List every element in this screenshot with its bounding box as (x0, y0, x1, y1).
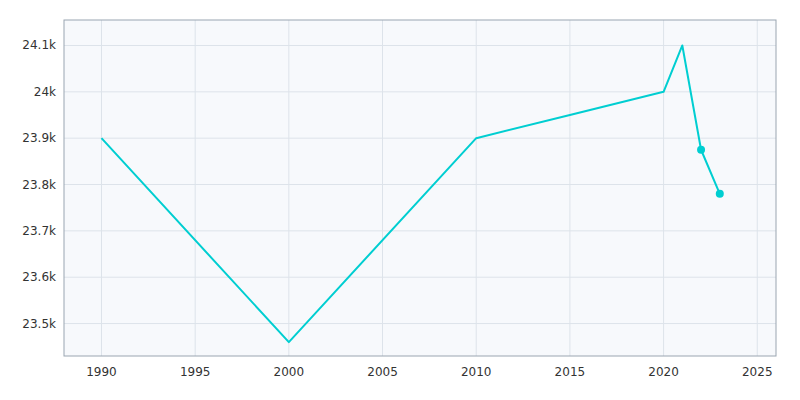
x-tick-label: 1995 (180, 365, 211, 379)
y-grid-line (64, 45, 776, 46)
y-grid-line (64, 277, 776, 278)
line (101, 45, 719, 342)
x-grid-line (663, 20, 664, 356)
x-grid-line (757, 20, 758, 356)
plot-area (64, 20, 776, 356)
y-tick-label: 24k (34, 85, 56, 99)
y-tick-label: 23.9k (22, 131, 56, 145)
axes: 23.5k 23.6k 23.7k 23.8k 23.9k 24k 24.1k 1990 199… (22, 38, 772, 379)
y-grid-line (64, 138, 776, 139)
x-tick-label: 1990 (86, 365, 117, 379)
x-tick-label: 2025 (742, 365, 773, 379)
y-tick-label: 23.8k (22, 178, 56, 192)
x-grid-line (195, 20, 196, 356)
x-grid-line (476, 20, 477, 356)
y-tick-label: 24.1k (22, 38, 56, 52)
x-grid-line (569, 20, 570, 356)
y-grid-line (64, 323, 776, 324)
x-grid-line (101, 20, 102, 356)
y-grid-line (64, 230, 776, 231)
y-tick-label: 23.5k (22, 317, 56, 331)
x-tick-label: 2015 (555, 365, 586, 379)
marker (716, 190, 724, 198)
x-grid-line (288, 20, 289, 356)
marks (101, 45, 723, 342)
plot-frame (64, 20, 776, 356)
chart: 23.5k 23.6k 23.7k 23.8k 23.9k 24k 24.1k 1990 199… (0, 0, 800, 400)
x-tick-label: 2020 (648, 365, 679, 379)
marker (697, 146, 705, 154)
y-grid-line (64, 184, 776, 185)
x-grid-line (382, 20, 383, 356)
y-tick-label: 23.7k (22, 224, 56, 238)
y-grid-line (64, 91, 776, 92)
grid (64, 20, 776, 356)
x-tick-label: 2010 (461, 365, 492, 379)
x-tick-label: 2000 (274, 365, 305, 379)
x-tick-label: 2005 (367, 365, 398, 379)
y-tick-label: 23.6k (22, 270, 56, 284)
